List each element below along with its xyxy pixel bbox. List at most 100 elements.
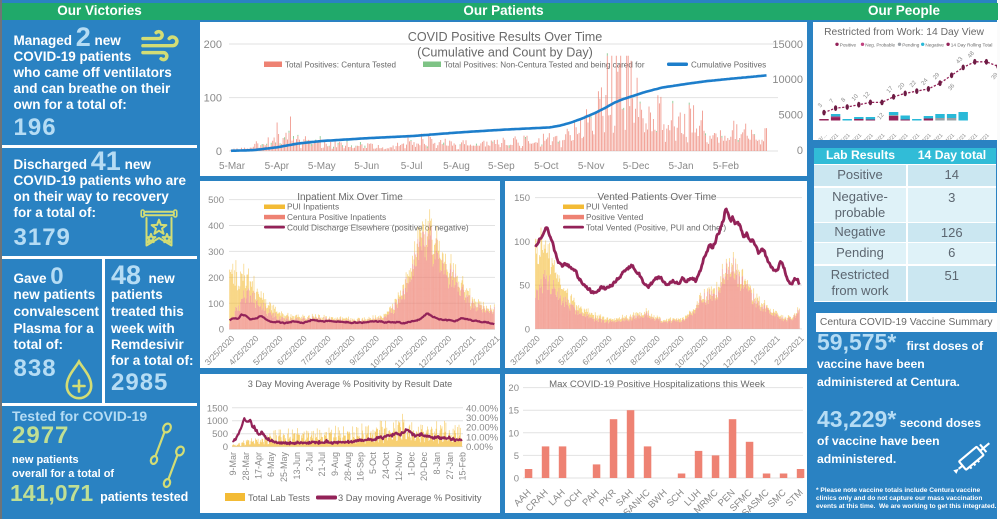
svg-text:28-Mar: 28-Mar [241, 452, 251, 481]
svg-text:500: 500 [212, 429, 228, 440]
svg-text:13-Jun: 13-Jun [292, 452, 302, 480]
svg-text:400: 400 [208, 221, 224, 232]
svg-text:1500: 1500 [207, 403, 228, 414]
svg-text:Restricted from Work: 14 Day V: Restricted from Work: 14 Day View [824, 27, 984, 38]
svg-text:150: 150 [514, 193, 530, 204]
svg-text:Total Positives: Centura Teste: Total Positives: Centura Tested [285, 61, 396, 70]
svg-text:PAH: PAH [581, 487, 602, 508]
svg-text:PKR: PKR [597, 487, 619, 509]
svg-text:(Cumulative and Count by Day): (Cumulative and Count by Day) [417, 46, 593, 60]
svg-text:0: 0 [514, 474, 519, 485]
svg-text:PUI Vented: PUI Vented [586, 202, 628, 212]
svg-text:Inpatient Mix Over Time: Inpatient Mix Over Time [297, 192, 403, 203]
svg-text:5-Apr: 5-Apr [265, 161, 290, 172]
svg-text:30.00%: 30.00% [466, 413, 499, 424]
svg-text:5-Feb: 5-Feb [713, 161, 740, 172]
svg-text:10: 10 [508, 428, 519, 439]
svg-text:SCH: SCH [665, 487, 687, 509]
svg-text:20.00%: 20.00% [466, 423, 499, 434]
svg-text:2-Jul: 2-Jul [305, 452, 315, 472]
svg-text:5-Dec: 5-Dec [623, 161, 650, 172]
svg-text:22: 22 [909, 79, 918, 88]
svg-text:12: 12 [863, 91, 872, 100]
svg-text:5-May: 5-May [308, 161, 336, 172]
svg-text:24-Oct: 24-Oct [381, 452, 391, 480]
svg-text:20: 20 [897, 82, 906, 91]
svg-text:5: 5 [514, 451, 519, 462]
svg-text:0: 0 [219, 325, 224, 336]
svg-text:5-Mar: 5-Mar [219, 161, 246, 172]
svg-text:Total Lab Tests: Total Lab Tests [248, 493, 310, 503]
svg-text:02/13/...: 02/13/... [813, 133, 828, 140]
svg-text:12: 12 [877, 112, 886, 121]
svg-text:20-Dec: 20-Dec [419, 452, 429, 482]
svg-text:5-Jul: 5-Jul [401, 161, 423, 172]
svg-text:24: 24 [921, 77, 930, 86]
svg-text:5-Jan: 5-Jan [668, 161, 693, 172]
svg-text:5-Oct: 5-Oct [368, 452, 378, 475]
svg-text:COVID Positive Results Over Ti: COVID Positive Results Over Time [408, 30, 603, 44]
svg-text:Positive: Positive [840, 42, 857, 47]
svg-text:5-Oct: 5-Oct [534, 161, 559, 172]
svg-text:25-May: 25-May [279, 452, 289, 483]
svg-text:Pending: Pending [902, 42, 920, 47]
svg-text:5-Aug: 5-Aug [443, 161, 470, 172]
svg-text:100: 100 [204, 93, 222, 105]
svg-text:Max COVID-19 Positive Hospital: Max COVID-19 Positive Hospitalizations t… [549, 379, 765, 390]
svg-text:10.00%: 10.00% [466, 432, 499, 443]
svg-text:5000: 5000 [779, 110, 803, 122]
svg-text:0: 0 [797, 145, 803, 157]
svg-text:28-Aug: 28-Aug [343, 452, 353, 481]
svg-text:21-Jul: 21-Jul [317, 452, 327, 477]
svg-text:5-Nov: 5-Nov [578, 161, 605, 172]
svg-text:17-Apr: 17-Apr [254, 452, 264, 479]
svg-text:27-Jan: 27-Jan [445, 452, 455, 480]
svg-text:8: 8 [841, 97, 848, 104]
svg-text:1-Dec: 1-Dec [407, 452, 417, 477]
svg-text:9-Mar: 9-Mar [228, 452, 238, 476]
svg-text:100: 100 [514, 237, 530, 248]
svg-text:39: 39 [991, 72, 997, 81]
svg-text:5-Sep: 5-Sep [488, 161, 515, 172]
svg-text:14 Day Rolling Total: 14 Day Rolling Total [951, 42, 993, 47]
svg-text:36: 36 [947, 83, 956, 92]
svg-text:Centura Positive Inpatients: Centura Positive Inpatients [287, 212, 386, 222]
svg-text:6-May: 6-May [266, 452, 276, 478]
svg-text:3 Day moving Average % Positiv: 3 Day moving Average % Positivity [338, 493, 482, 503]
svg-text:20: 20 [508, 383, 519, 394]
svg-text:15: 15 [508, 406, 519, 417]
svg-text:Could Discharge Elsewhere (pos: Could Discharge Elsewhere (positive or n… [287, 222, 469, 232]
svg-text:500: 500 [208, 195, 224, 206]
svg-text:0: 0 [223, 442, 228, 453]
svg-text:Negative: Negative [925, 42, 944, 47]
svg-text:15-Feb: 15-Feb [458, 452, 468, 481]
svg-text:10000: 10000 [772, 74, 803, 86]
svg-text:7: 7 [829, 98, 836, 105]
svg-text:Neg. Probable: Neg. Probable [865, 42, 895, 47]
svg-text:48: 48 [967, 50, 976, 59]
svg-text:STM: STM [784, 487, 806, 509]
svg-text:Total Vented (Positive, PUI an: Total Vented (Positive, PUI and Other) [586, 222, 726, 232]
svg-text:0.00%: 0.00% [466, 442, 493, 453]
svg-text:Cumulative Positives: Cumulative Positives [691, 61, 766, 70]
svg-text:12-Nov: 12-Nov [394, 452, 404, 482]
svg-text:3 Day Moving Average % Positiv: 3 Day Moving Average % Positivity by Res… [248, 379, 453, 389]
svg-text:5-Jun: 5-Jun [354, 161, 379, 172]
svg-text:0: 0 [216, 146, 222, 158]
svg-text:3: 3 [817, 102, 824, 109]
svg-text:15000: 15000 [772, 39, 803, 51]
svg-text:9-Aug: 9-Aug [330, 452, 340, 476]
svg-text:Positive Vented: Positive Vented [586, 212, 644, 222]
svg-text:50: 50 [519, 281, 530, 292]
svg-text:Total Positives: Non-Centura T: Total Positives: Non-Centura Tested and … [444, 61, 645, 70]
svg-text:29: 29 [932, 72, 941, 81]
svg-text:17: 17 [886, 85, 895, 94]
svg-text:1000: 1000 [207, 416, 228, 427]
svg-text:10: 10 [851, 93, 860, 102]
svg-text:0: 0 [525, 324, 530, 335]
svg-text:PUI Inpatients: PUI Inpatients [287, 202, 339, 212]
svg-text:200: 200 [204, 39, 222, 51]
svg-text:40.00%: 40.00% [466, 403, 499, 414]
svg-text:Vented Patients Over Time: Vented Patients Over Time [598, 192, 717, 203]
svg-text:200: 200 [208, 273, 224, 284]
